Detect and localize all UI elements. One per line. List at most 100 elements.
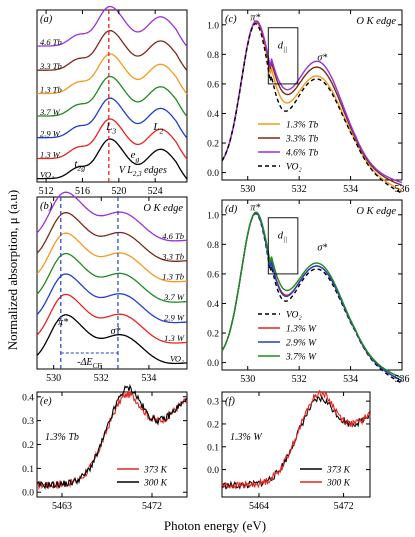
y-tick-label: 0.8 <box>207 51 219 61</box>
series-label: 1.3 W <box>164 333 185 343</box>
sigma-label: σ* <box>317 52 327 63</box>
series-label: 3.7 W <box>39 107 61 117</box>
sigma-label: σ* <box>111 326 121 337</box>
series-line-1-3-Tb <box>221 21 403 192</box>
legend-label: 1.3% Tb <box>286 121 318 131</box>
x-tick-label: 516 <box>75 186 90 197</box>
series-line-3-3-Tb <box>36 212 188 262</box>
panel-letter: (a) <box>40 14 53 25</box>
panel-b: VO₂ 1.3 W 2.9 W 3.7 W 1.3 Tb 3.3 Tb 4.6 Tb 530 5… <box>36 191 188 384</box>
legend-label: 300 K <box>326 479 351 489</box>
y-tick-label: 0.1 <box>22 465 34 475</box>
series-label: 4.6 Tb <box>40 37 62 47</box>
panel-letter: (d) <box>225 204 238 215</box>
plot-frame <box>221 9 403 181</box>
y-tick-label: 0.2 <box>207 330 219 340</box>
series-line-VO- <box>36 314 188 365</box>
series-line-2-9-W <box>36 273 188 324</box>
figure-x-axis-label: Photon energy (eV) <box>164 518 266 533</box>
legend-label: 3.3% Tb <box>285 135 318 145</box>
panel-title: 1.3% W <box>230 432 263 443</box>
series-label: 3.7 W <box>163 292 185 302</box>
l2-label: L2 <box>152 121 163 135</box>
x-tick-label: 536 <box>395 374 410 385</box>
panel-letter: (e) <box>40 396 52 407</box>
panel-e: 5463 5472 0.0 0.1 0.2 0.3 0.4 (e) 1.3% Tb 373 K 30… <box>22 383 188 512</box>
series-line-1-3-Tb <box>37 53 188 95</box>
x-tick-label: 534 <box>343 374 358 385</box>
series-line-1-3-W <box>36 293 187 344</box>
series-line-300-K <box>36 383 188 490</box>
panel-a: VO₂ 1.3 W 2.9 W 3.7 W 1.3 Tb 3.3 Tb 4.6 Tb 512 5… <box>36 5 188 197</box>
x-tick-label: 530 <box>46 373 61 384</box>
series-line-4-6-Tb <box>37 5 188 47</box>
y-tick-label: 0.6 <box>207 80 219 90</box>
series-label: 2.9 W <box>40 129 61 139</box>
legend-label: 3.7% W <box>285 353 317 363</box>
legend-label: 373 K <box>143 466 168 476</box>
series-line-VO- <box>37 138 188 180</box>
legend-label: 4.6% Tb <box>286 149 318 159</box>
series-label: 2.9 W <box>164 313 185 323</box>
edge-annotation: V L2,3 edges <box>119 165 167 178</box>
legend-label: VO₂ <box>286 311 302 321</box>
y-tick-label: 0.2 <box>22 441 34 451</box>
x-tick-label: 5472 <box>334 501 354 512</box>
x-tick-label: 536 <box>395 184 410 195</box>
inset-box <box>267 27 299 85</box>
panel-letter: (f) <box>225 396 235 407</box>
series-line-3-7-W <box>37 75 188 117</box>
y-tick-label: 0.4 <box>22 393 34 403</box>
sigma-label: σ* <box>317 242 327 253</box>
x-tick-label: 532 <box>94 373 109 384</box>
legend-label: 1.3% W <box>286 325 317 335</box>
panel-title: 1.3% Tb <box>45 432 79 443</box>
plot-frame <box>221 391 371 498</box>
d-parallel-label: d|| <box>278 40 287 53</box>
pi-label: π* <box>58 317 68 328</box>
series-label: 4.6 Tb <box>162 231 184 241</box>
x-tick-label: 520 <box>111 186 126 197</box>
series-line-3-3-Tb <box>221 20 403 186</box>
x-tick-label: 524 <box>148 186 163 197</box>
x-tick-label: 530 <box>240 184 255 195</box>
plot-frame <box>36 9 188 183</box>
d-parallel-label: d|| <box>278 230 287 243</box>
t2g-label: t2g <box>74 158 85 172</box>
l3-label: L3 <box>105 121 116 135</box>
series-label: 1.3 Tb <box>162 272 184 282</box>
series-line-3-7-W <box>36 252 188 303</box>
series-line-3-7-W <box>221 211 403 379</box>
series-label: 1.3 W <box>40 149 61 159</box>
y-tick-label: 0.0 <box>207 359 219 369</box>
panel-c: 530 532 534 536 0.0 0.2 0.4 0.6 0.8 1.0 (c) O K edg… <box>207 9 410 195</box>
x-tick-label: 532 <box>292 374 307 385</box>
y-tick-label: 0.4 <box>207 300 219 310</box>
plot-frame <box>221 199 403 371</box>
delta-label: -ΔECF <box>77 357 102 370</box>
series-line-1-3-Tb <box>36 232 187 283</box>
series-line-4-6-Tb <box>36 191 188 242</box>
y-tick-label: 0.1 <box>207 443 219 453</box>
legend-label: 373 K <box>326 466 351 476</box>
x-tick-label: 5463 <box>52 501 72 512</box>
series-line-3-3-Tb <box>37 30 188 72</box>
panel-title: O K edge <box>356 206 396 217</box>
series-label: 3.3 Tb <box>39 61 62 71</box>
x-tick-label: 534 <box>141 373 156 384</box>
panel-letter: (c) <box>225 14 237 25</box>
legend-label: VO₂ <box>286 163 302 173</box>
series-label: VO₂ <box>170 353 184 363</box>
legend-label: 300 K <box>143 479 168 489</box>
x-tick-label: 512 <box>39 186 54 197</box>
pi-label: π* <box>250 202 260 213</box>
x-tick-label: 534 <box>343 184 358 195</box>
y-tick-label: 0.6 <box>207 270 219 280</box>
legend-label: 2.9% W <box>286 339 317 349</box>
x-tick-label: 5472 <box>142 501 162 512</box>
x-tick-label: 532 <box>292 184 307 195</box>
x-tick-label: 530 <box>240 374 255 385</box>
panel-title: O K edge <box>143 203 183 214</box>
series-label: 1.3 Tb <box>40 84 62 94</box>
